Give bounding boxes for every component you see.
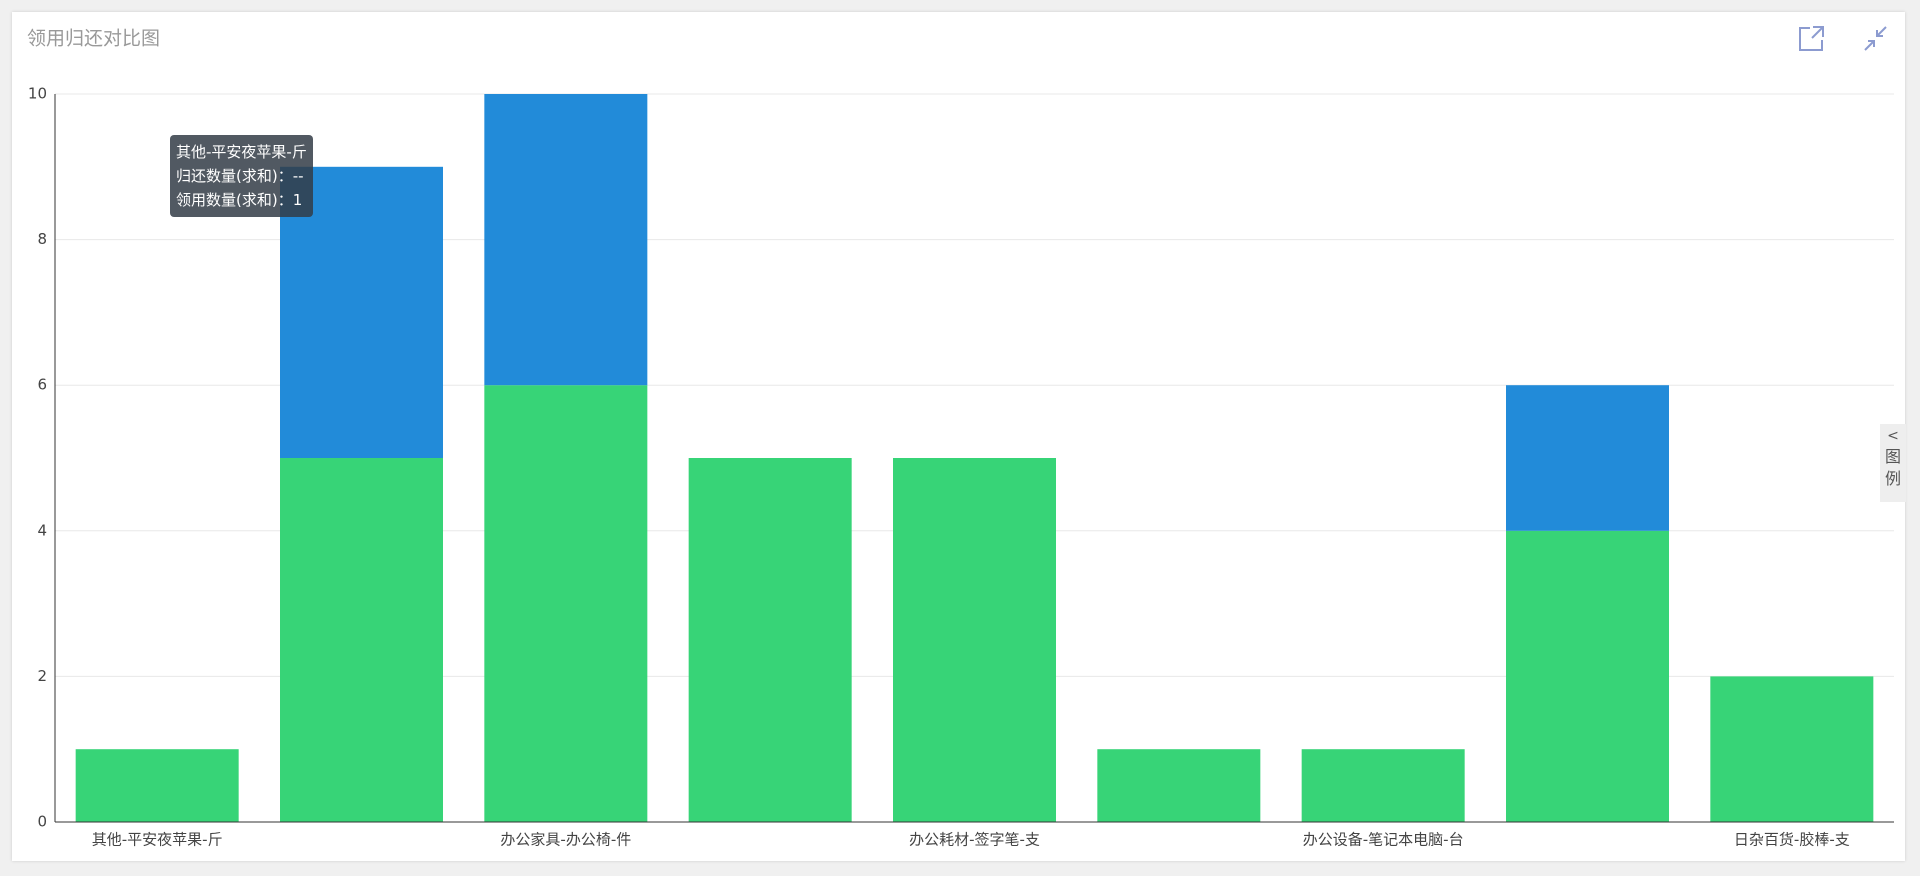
bar-segment <box>484 94 648 386</box>
x-tick-label: 办公耗材-签字笔-支 <box>909 831 1040 849</box>
bar-segment <box>1506 530 1669 822</box>
legend-toggle[interactable]: < 图例 <box>1880 424 1906 502</box>
x-tick-label: 办公家具-办公椅-件 <box>500 831 631 849</box>
chart-title: 领用归还对比图 <box>27 28 160 50</box>
bar-segment <box>484 385 648 822</box>
y-tick-label: 0 <box>37 813 47 831</box>
tooltip-value: -- <box>292 167 304 185</box>
bar-segment <box>1710 676 1874 822</box>
bar-segment <box>1097 749 1261 822</box>
x-tick-label: 日杂百货-胶棒-支 <box>1734 831 1850 849</box>
bar-segment <box>280 458 443 822</box>
tooltip-separator: ： <box>277 191 293 209</box>
bar-segment <box>893 458 1056 822</box>
y-tick-label: 8 <box>37 230 47 248</box>
bar-segment <box>75 749 239 822</box>
legend-toggle-label: 图例 <box>1885 447 1902 488</box>
bar-segment <box>1301 749 1465 822</box>
tooltip: 其他-平安夜苹果-斤 归还数量(求和)：-- 领用数量(求和)：1 <box>170 135 313 217</box>
tooltip-value: 1 <box>292 191 303 209</box>
bar-segment <box>688 458 852 822</box>
tooltip-separator: ： <box>277 167 293 185</box>
y-tick-label: 6 <box>37 376 47 394</box>
tooltip-series-name: 领用数量(求和) <box>176 191 278 209</box>
y-tick-label: 4 <box>37 521 47 539</box>
bar-segment <box>1506 385 1669 531</box>
y-tick-label: 2 <box>37 667 47 685</box>
x-tick-label: 办公设备-笔记本电脑-台 <box>1303 831 1464 849</box>
open-icon[interactable] <box>1799 26 1824 51</box>
y-tick-label: 10 <box>28 85 47 103</box>
tooltip-series-name: 归还数量(求和) <box>176 167 278 185</box>
tooltip-title: 其他-平安夜苹果-斤 <box>176 143 307 161</box>
shrink-icon[interactable] <box>1864 26 1887 51</box>
x-tick-label: 其他-平安夜苹果-斤 <box>92 831 223 849</box>
